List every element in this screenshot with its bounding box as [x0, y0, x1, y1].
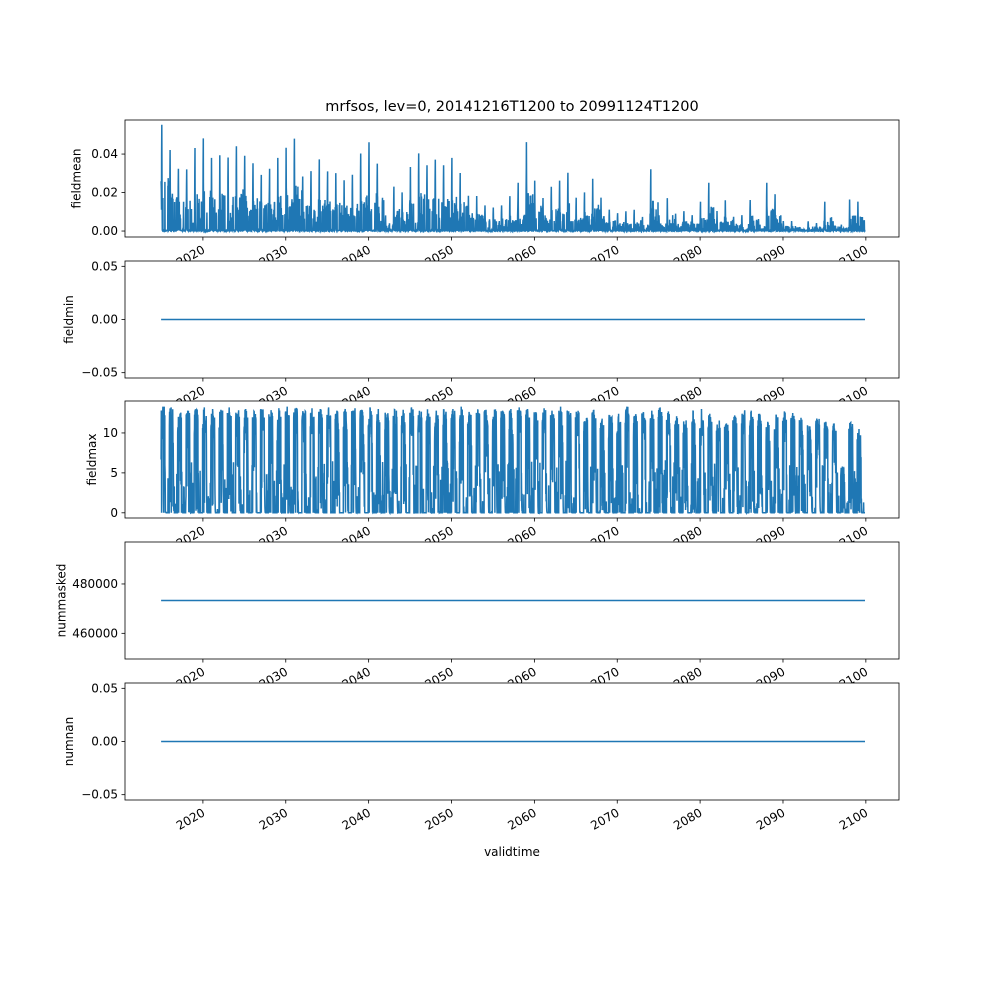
nummasked-y-axis-label: nummasked [54, 564, 68, 638]
numnan-y-axis-label: numnan [62, 717, 76, 766]
x-axis-label: validtime [484, 845, 540, 859]
fieldmin-y-axis-label: fieldmin [62, 295, 76, 344]
fieldmean-axes-frame [124, 119, 900, 238]
fieldmax-y-tick-label: 10 [103, 426, 118, 440]
nummasked-y-tick-label: 480000 [72, 577, 118, 591]
numnan-y-tick-label: −0.05 [81, 788, 118, 802]
fieldmin-y-tick-label: 0.00 [91, 313, 118, 327]
numnan-y-tick-label: 0.05 [91, 681, 118, 695]
fieldmean-line [160, 124, 866, 234]
nummasked-axes-frame [124, 541, 900, 660]
nummasked-y-tick-label: 460000 [72, 626, 118, 640]
fieldmean-y-tick-label: 0.00 [91, 224, 118, 238]
fieldmin-y-tick-label: −0.05 [81, 366, 118, 380]
numnan-y-tick-label: 0.00 [91, 735, 118, 749]
fieldmax-axes-frame [124, 400, 900, 519]
chart-title: mrfsos, lev=0, 20141216T1200 to 20991124… [325, 99, 698, 115]
fieldmax-y-tick-label: 5 [110, 466, 118, 480]
fieldmax-line [160, 406, 865, 516]
fieldmax-y-tick-label: 0 [110, 506, 118, 520]
fieldmean-y-axis-label: fieldmean [70, 149, 84, 209]
fieldmean-y-tick-label: 0.02 [91, 186, 118, 200]
fieldmean-y-tick-label: 0.04 [91, 147, 118, 161]
fieldmin-y-tick-label: 0.05 [91, 259, 118, 273]
fieldmax-y-axis-label: fieldmax [85, 433, 99, 485]
